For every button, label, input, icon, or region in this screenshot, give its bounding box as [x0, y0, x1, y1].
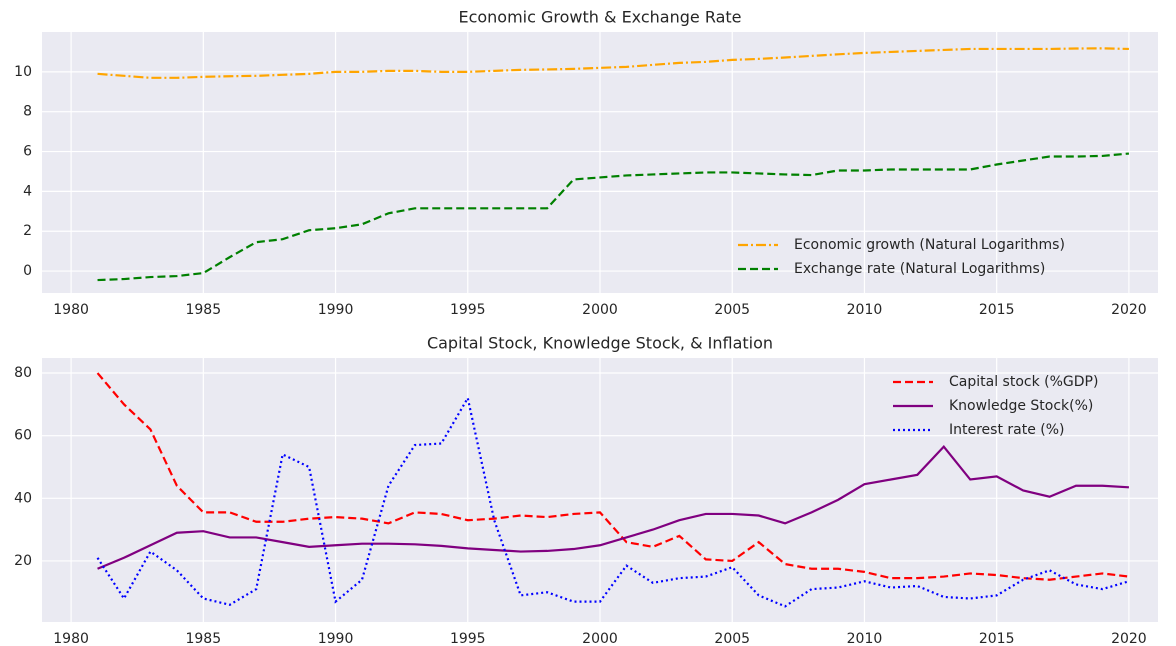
y-tick-label: 0	[23, 263, 32, 279]
y-tick-label: 2	[23, 223, 32, 239]
y-tick-label: 60	[14, 428, 32, 444]
y-tick-label: 20	[14, 553, 32, 569]
x-tick-label: 2005	[714, 302, 750, 318]
x-tick-label: 1990	[318, 631, 354, 646]
y-tick-label: 6	[23, 144, 32, 160]
legend-label: Capital stock (%GDP)	[949, 374, 1098, 390]
x-tick-label: 1985	[185, 302, 221, 318]
x-tick-label: 1995	[450, 631, 486, 646]
x-tick-label: 2010	[847, 302, 883, 318]
series-line	[97, 152, 1130, 282]
series-line	[97, 444, 1129, 570]
x-tick-label: 2020	[1111, 631, 1147, 646]
x-tick-label: 1985	[185, 631, 221, 646]
x-tick-label: 1995	[450, 302, 486, 318]
x-tick-label: 2000	[582, 631, 618, 646]
legend-label: Economic growth (Natural Logarithms)	[794, 237, 1065, 253]
y-tick-label: 8	[23, 104, 32, 120]
series-line	[96, 395, 1130, 608]
legend-label: Knowledge Stock(%)	[949, 398, 1093, 414]
series-line	[97, 47, 1129, 79]
y-tick-label: 4	[23, 183, 32, 199]
x-tick-label: 2015	[979, 302, 1015, 318]
x-tick-label: 2020	[1111, 302, 1147, 318]
legend-label: Interest rate (%)	[949, 422, 1065, 438]
x-tick-label: 1990	[318, 302, 354, 318]
legend-label: Exchange rate (Natural Logarithms)	[794, 261, 1045, 277]
chart-title: Economic Growth & Exchange Rate	[458, 8, 741, 27]
x-tick-label: 2010	[847, 631, 883, 646]
y-tick-label: 40	[14, 490, 32, 506]
x-tick-label: 2005	[714, 631, 750, 646]
x-tick-label: 1980	[53, 302, 89, 318]
x-tick-label: 2000	[582, 302, 618, 318]
x-tick-label: 2015	[979, 631, 1015, 646]
x-tick-label: 1980	[53, 631, 89, 646]
chart-title: Capital Stock, Knowledge Stock, & Inflat…	[427, 334, 773, 353]
y-tick-label: 10	[14, 64, 32, 80]
y-tick-label: 80	[14, 365, 32, 381]
